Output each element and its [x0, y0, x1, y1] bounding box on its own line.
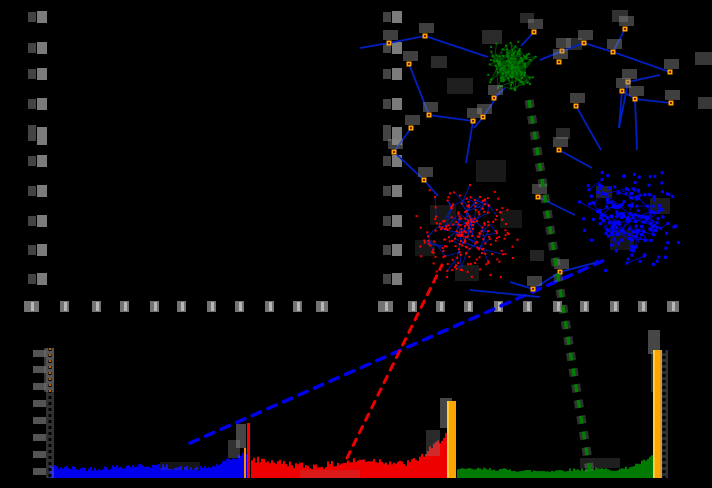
network-green-community: [487, 40, 537, 92]
network-blue-community: [577, 170, 681, 273]
callout-lines: [188, 258, 607, 460]
histogram: [33, 330, 668, 478]
network-red-community: [415, 183, 519, 279]
network-panel-ticks: [378, 11, 679, 312]
histogram-blue-segment: [50, 451, 248, 478]
network-satellite-nodes: [383, 16, 680, 292]
network-edges: [359, 28, 672, 298]
histogram-spikes: [244, 350, 662, 478]
left-panel-ticks: [24, 11, 328, 312]
histogram-y-tick-column: [33, 350, 46, 475]
histogram-boundary-lines: [46, 348, 668, 478]
histogram-label-smudges: [44, 330, 661, 478]
histogram-red-segment: [251, 433, 447, 478]
histogram-green-segment: [457, 455, 653, 478]
network-graph: [359, 10, 712, 298]
